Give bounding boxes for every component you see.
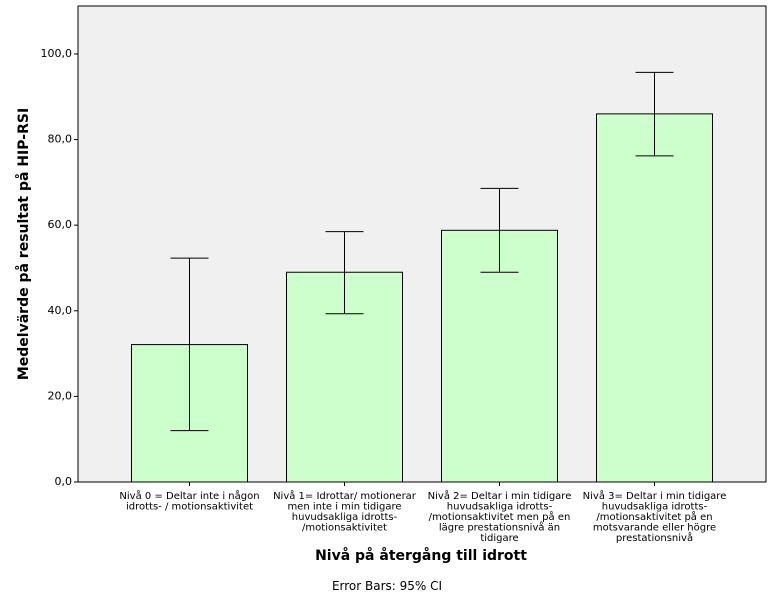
x-axis-title: Nivå på återgång till idrott [315,547,527,564]
x-tick-label: Nivå 1= Idrottar/ motionerar men inte i m… [273,489,417,534]
y-tick-label: 40,0 [48,304,73,317]
bar [596,113,713,483]
error-bar [480,187,519,273]
y-axis-title: Medelvärde på resultat på HIP-RSI [15,108,32,380]
y-tick-label: 0,0 [55,475,73,488]
footnote: Error Bars: 95% CI [332,579,442,593]
x-tick-label: Nivå 0 = Deltar inte i någon idrotts- / m… [119,489,259,513]
x-tick-label: Nivå 2= Deltar i min tidigare huvudsaklig… [428,489,572,544]
error-bar [325,231,364,315]
y-tick-label: 60,0 [48,218,73,231]
y-tick-label: 20,0 [48,389,73,402]
x-tick-label: Nivå 3= Deltar i min tidigare huvudsaklig… [583,489,727,544]
error-bar [170,257,209,432]
y-tick-label: 80,0 [48,133,73,146]
error-bar [635,71,674,157]
y-tick-label: 100,0 [41,47,73,60]
